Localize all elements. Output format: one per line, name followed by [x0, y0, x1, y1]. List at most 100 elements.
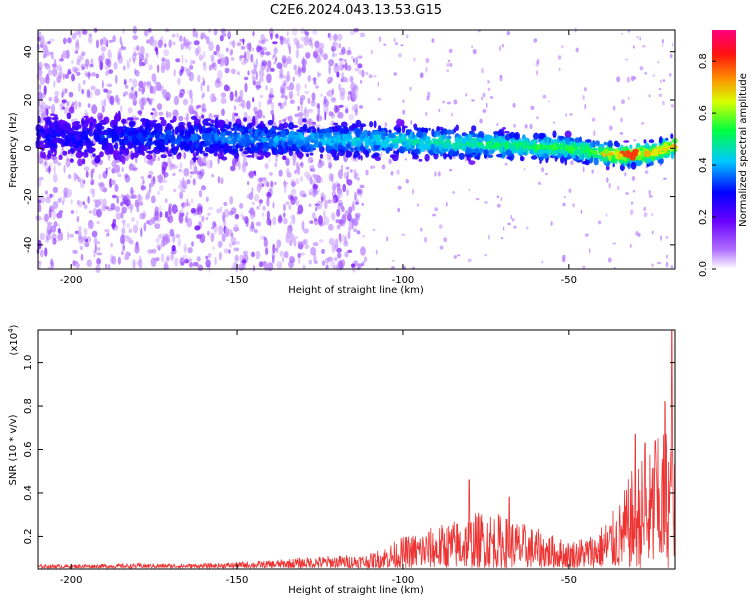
spectrogram-cell [314, 40, 320, 49]
spectrogram-cell [464, 157, 467, 162]
spectrogram-cell [101, 36, 108, 46]
spectrogram-cell [330, 148, 337, 157]
spectrogram-cell [550, 147, 554, 155]
spectrogram-cell [229, 49, 233, 56]
spectrogram-cell [333, 33, 338, 42]
spectrogram-cell [625, 58, 628, 61]
spectrogram-cell [254, 194, 260, 202]
spectrogram-cell [381, 140, 385, 143]
spectrogram-cell [181, 141, 188, 150]
spectrogram-cell [68, 91, 74, 98]
spectrogram-cell [49, 141, 53, 147]
spectrogram-cell [172, 165, 179, 169]
spectrogram-cell [504, 130, 510, 134]
spectrogram-cell [128, 228, 132, 233]
spectrogram-cell [359, 184, 365, 189]
spectrogram-cell [307, 108, 314, 114]
spectrogram-cell [308, 37, 313, 43]
spectrogram-cell [352, 90, 358, 101]
spectrogram-cell [255, 250, 261, 260]
spectrogram-cell [85, 170, 89, 178]
spectrogram-cell [334, 141, 340, 144]
spectrogram-cell [468, 188, 471, 191]
spectrogram-cell [269, 110, 275, 115]
spectrogram-cell [62, 150, 68, 156]
spectrogram-cell [193, 40, 200, 46]
spectrogram-cell [266, 191, 271, 198]
spectrogram-cell [447, 59, 451, 63]
spectrogram-cell [314, 218, 318, 222]
spectrogram-cell [294, 169, 298, 174]
spectrogram-cell [189, 174, 193, 179]
spectrogram-cell [39, 35, 45, 45]
spectrogram-cell [457, 254, 461, 257]
spectrogram-cell [247, 171, 254, 177]
spectrogram-cell [83, 166, 90, 171]
spectrogram-marks [35, 25, 678, 274]
spectrogram-cell [279, 73, 283, 80]
spectrogram-cell [285, 74, 291, 82]
spectrogram-cell [667, 145, 675, 148]
spectrogram-cell [279, 214, 282, 219]
spectrogram-cell [272, 202, 275, 209]
y-tick-label: 1.0 [23, 355, 34, 371]
spectrogram-cell [233, 247, 240, 252]
spectrogram-cell [239, 128, 244, 133]
spectrogram-cell [286, 31, 289, 36]
spectrogram-cell [178, 212, 183, 222]
spectrogram-cell [250, 53, 254, 63]
spectrogram-cell [217, 240, 223, 248]
spectrogram-cell [45, 196, 51, 204]
spectrogram-cell [337, 199, 343, 209]
spectrogram-cell [333, 104, 339, 114]
spectrogram-cell [234, 125, 238, 133]
spectrogram-cell [434, 207, 439, 212]
spectrogram-cell [221, 32, 227, 37]
spectrogram-cell [283, 100, 287, 107]
spectrogram-cell [279, 66, 284, 77]
spectrogram-cell [142, 151, 145, 156]
spectrogram-cell [228, 249, 231, 254]
spectrogram-cell [274, 247, 278, 252]
spectrogram-cell [293, 238, 297, 247]
spectrogram-cell [559, 140, 563, 143]
spectrogram-cell [142, 135, 145, 143]
spectrogram-cell [187, 247, 193, 254]
spectrogram-cell [420, 72, 424, 78]
spectrogram-cell [322, 139, 328, 144]
spectrogram-cell [308, 259, 313, 265]
spectrogram-cell [167, 111, 172, 118]
spectrogram-cell [148, 182, 155, 188]
spectrogram-cell [552, 150, 559, 155]
spectrogram-cell [39, 105, 44, 113]
spectrogram-cell [401, 124, 406, 134]
spectrogram-cell [592, 153, 600, 158]
spectrogram-cell [67, 149, 71, 155]
spectrogram-cell [419, 144, 423, 148]
snr-x-ticks: -200 -150 -100 -50 [60, 330, 577, 586]
spectrogram-cell [280, 35, 284, 46]
spectrogram-cell [57, 162, 62, 166]
spectrogram-cell [341, 140, 347, 147]
spectrogram-cell [158, 205, 162, 212]
spectrogram-cell [52, 143, 56, 152]
spectrogram-cell [334, 181, 340, 187]
spectrogram-cell [604, 155, 608, 164]
spectrogram-cell [639, 66, 644, 71]
spectrogram-cell [286, 58, 292, 65]
spectrogram-cell [311, 123, 316, 127]
spectrogram-cell [169, 228, 175, 237]
spectrogram-cell [361, 261, 365, 266]
spectrogram-cell [663, 177, 667, 180]
spectrogram-cell [251, 201, 255, 205]
spectrogram-cell [338, 190, 343, 199]
spectrogram-cell [383, 43, 387, 46]
spectrogram-cell [541, 167, 545, 173]
spectrogram-cell [182, 98, 189, 106]
spectrogram-cell [192, 261, 199, 267]
spectrogram-cell [559, 137, 563, 142]
spectrogram-cell [310, 41, 314, 49]
spectrogram-cell [313, 80, 317, 85]
spectrogram-cell [561, 45, 564, 48]
spectrogram-cell [59, 67, 63, 75]
